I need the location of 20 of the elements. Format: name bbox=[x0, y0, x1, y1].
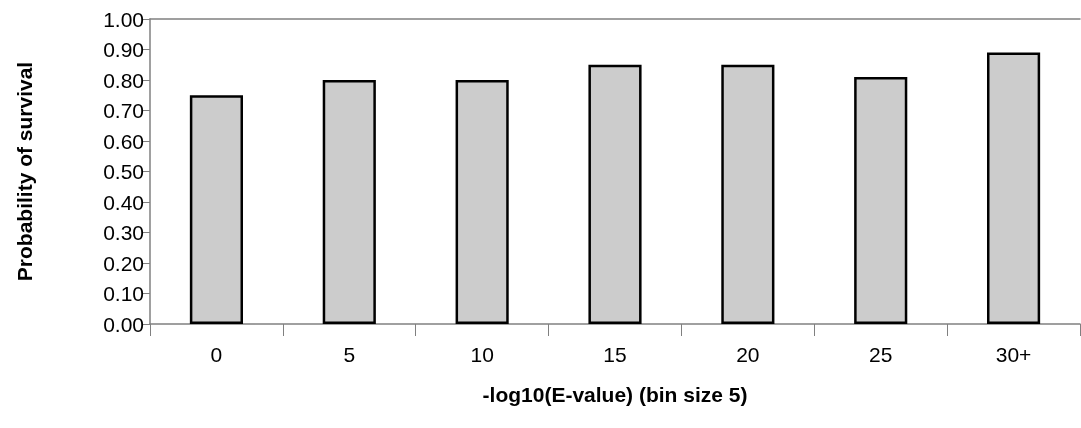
y-tick-label: 1.00 bbox=[103, 7, 144, 31]
x-tick-label: 10 bbox=[470, 343, 494, 366]
y-tick-label: 0.40 bbox=[103, 190, 144, 214]
y-tick-label: 0.00 bbox=[103, 312, 144, 336]
y-tick-label: 0.90 bbox=[103, 38, 144, 61]
x-tick-label: 15 bbox=[603, 343, 627, 366]
y-tick-label: 0.60 bbox=[103, 129, 144, 153]
y-tick-label: 0.50 bbox=[103, 160, 144, 183]
y-tick-label: 0.20 bbox=[103, 251, 144, 275]
x-tick-label: 20 bbox=[736, 343, 760, 366]
x-tick-label: 30+ bbox=[995, 343, 1032, 366]
x-tick-label: 5 bbox=[343, 343, 356, 366]
y-tick-label: 0.10 bbox=[103, 282, 144, 305]
y-tick-label: 0.70 bbox=[103, 99, 144, 122]
y-tick-label: 0.30 bbox=[103, 221, 144, 244]
x-tick-label: 0 bbox=[210, 343, 223, 366]
x-axis-title: -log10(E-value) (bin size 5) bbox=[482, 383, 748, 406]
y-tick-label: 0.80 bbox=[103, 68, 144, 92]
x-tick-label: 25 bbox=[869, 343, 893, 366]
y-axis-title: Probability of survival bbox=[13, 61, 36, 282]
